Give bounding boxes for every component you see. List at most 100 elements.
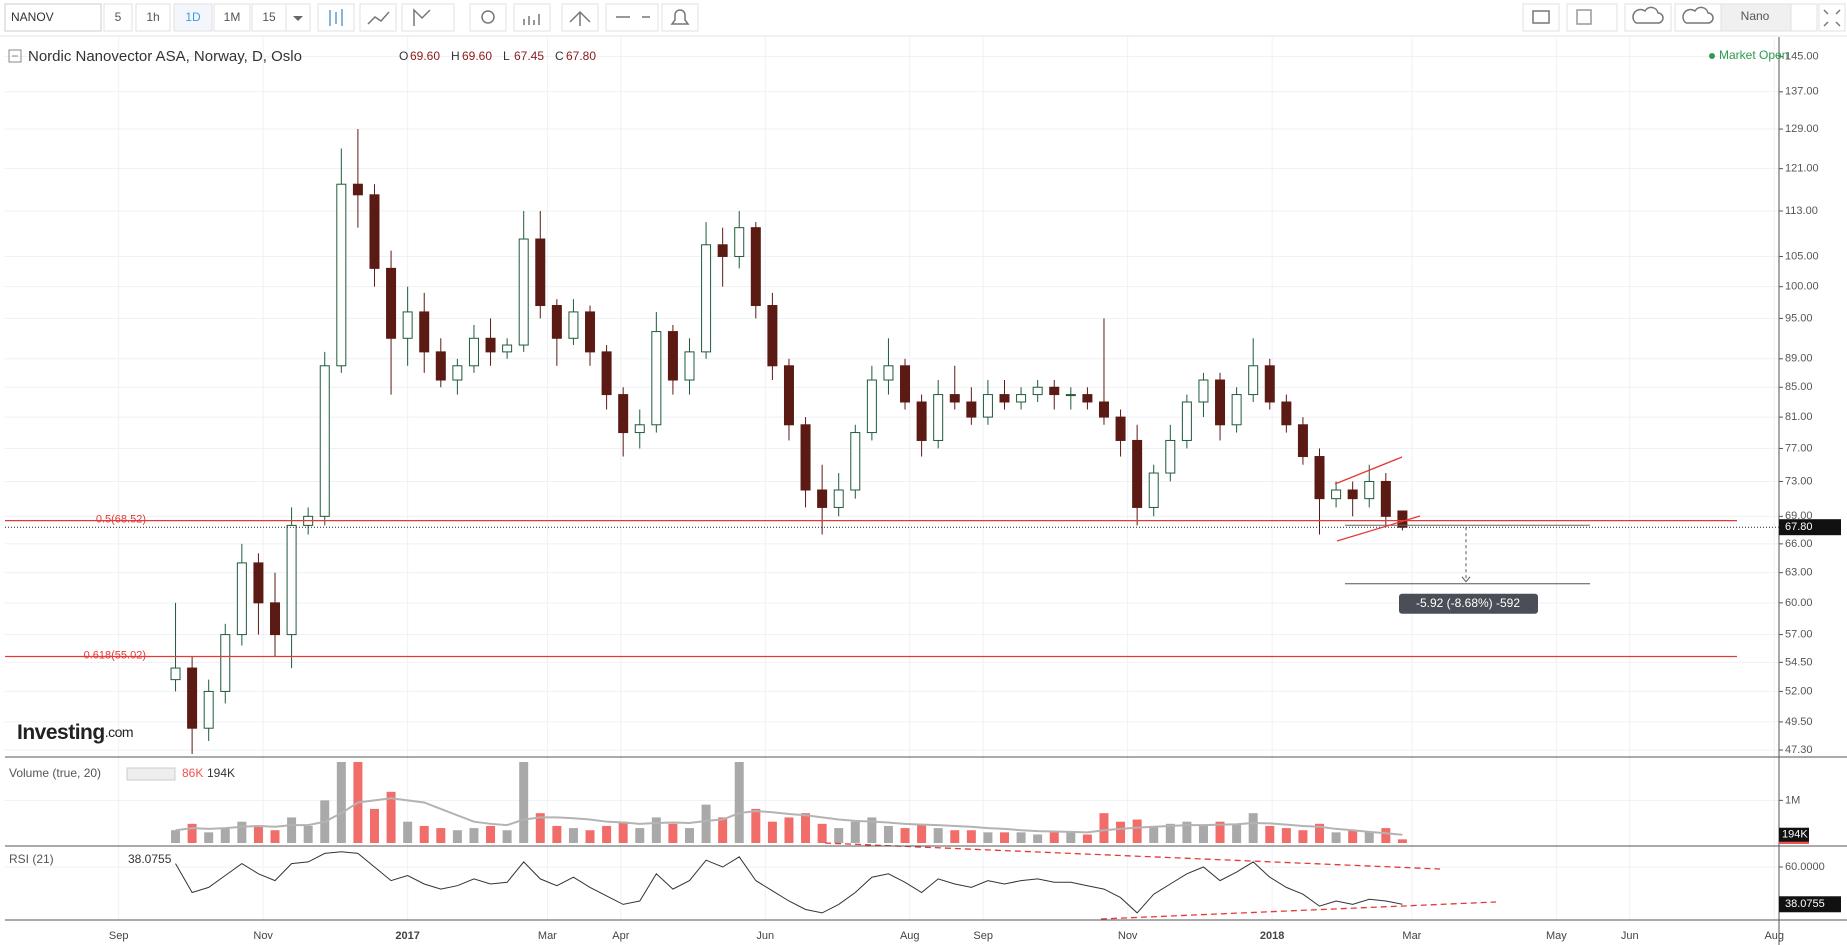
cloud-icon — [1682, 6, 1714, 24]
volume-bar — [1033, 834, 1043, 843]
x-tick-label: Aug — [900, 930, 920, 942]
y-tick-label: 60.00 — [1785, 597, 1813, 609]
account-dropdown[interactable] — [1790, 3, 1818, 32]
y-tick-label: 73.00 — [1785, 475, 1813, 487]
volume-bar — [1132, 819, 1142, 843]
grid — [5, 37, 1779, 920]
candle-body — [1181, 401, 1192, 441]
y-tick-label: 57.00 — [1785, 629, 1813, 641]
drawings — [824, 456, 1497, 920]
color-button[interactable] — [1566, 3, 1618, 32]
candle-body — [402, 311, 413, 339]
candle-body — [1380, 480, 1391, 517]
interval-button[interactable] — [173, 3, 213, 32]
chart-title: Nordic Nanovector ASA, Norway, D, Oslo — [28, 48, 302, 65]
y-tick-label: 49.50 — [1785, 716, 1813, 728]
candle-body — [1248, 365, 1259, 396]
candle-body — [850, 432, 861, 491]
undo-redo-button[interactable] — [605, 3, 659, 32]
x-tick-label: Sep — [973, 930, 993, 942]
rsi-legend: RSI (21) — [9, 852, 54, 866]
volume-bar — [568, 828, 578, 843]
interval-button[interactable] — [135, 3, 171, 32]
volume-bar — [767, 821, 777, 843]
volume-bar — [436, 828, 446, 843]
tool-buttons — [317, 3, 1846, 32]
volume-bar — [336, 762, 346, 843]
account-button[interactable] — [1720, 3, 1792, 32]
volume-bar — [287, 817, 297, 843]
y-tick-label: 89.00 — [1785, 353, 1813, 365]
volume-bar — [171, 830, 181, 843]
interval-dropdown[interactable] — [285, 3, 311, 32]
volume-bar — [1397, 839, 1407, 843]
symbol-input[interactable] — [4, 3, 102, 32]
candle-body — [1098, 401, 1109, 418]
collapse-button[interactable] — [8, 49, 22, 63]
candle-body — [1049, 386, 1060, 396]
line-button[interactable] — [359, 3, 397, 32]
candle-body — [667, 331, 678, 381]
y-tick-label: 54.50 — [1785, 656, 1813, 668]
volume-bar — [1016, 832, 1026, 843]
y-tick-label: 137.00 — [1785, 86, 1819, 98]
candle-body — [717, 244, 728, 257]
volume-bar — [701, 804, 711, 843]
volume-bar — [386, 791, 396, 843]
ohlc-name: O — [399, 49, 408, 63]
volume-bar — [187, 823, 197, 843]
candle-body — [485, 337, 496, 353]
volume-bar — [369, 808, 379, 843]
account-name: Nano — [1741, 9, 1770, 23]
interval: 1D — [185, 10, 201, 24]
volume-bar — [635, 828, 645, 843]
settings-icon — [481, 10, 495, 24]
volume-bar — [718, 817, 728, 843]
tool-icons — [329, 6, 1841, 27]
candle-body — [270, 602, 281, 636]
logo-suffix: .com — [105, 724, 133, 740]
volume-bar — [1331, 832, 1341, 843]
interval-button[interactable] — [251, 3, 287, 32]
candle-body — [1347, 489, 1358, 500]
y-tick-label: 1M — [1785, 794, 1800, 806]
indicators-button[interactable] — [513, 3, 551, 32]
candle-body — [1016, 394, 1027, 403]
x-tick-label: Nov — [253, 930, 273, 942]
candle-body — [352, 183, 363, 196]
ohlc-value: 67.80 — [566, 49, 596, 63]
x-tick-label: Mar — [538, 930, 557, 942]
fib-label: 0.5(68.52) — [96, 514, 146, 526]
rsi-trendline — [824, 842, 1441, 870]
volume-bar — [651, 817, 661, 843]
volume-bar — [419, 825, 429, 843]
candle-body — [684, 351, 695, 381]
interval-button[interactable] — [213, 3, 251, 32]
volume-bar — [253, 825, 263, 843]
ohlc-name: H — [451, 49, 460, 63]
x-tick-label: Apr — [612, 930, 629, 942]
candle-body — [900, 365, 911, 403]
interval: 1h — [146, 10, 159, 24]
volume-bar — [204, 832, 214, 843]
measure-box — [1399, 593, 1538, 614]
volume-bar — [1082, 834, 1092, 843]
symbol: NANOV — [11, 10, 54, 24]
fib-label: 0.618(55.02) — [84, 649, 146, 661]
candle-body — [999, 394, 1010, 403]
volume-bar — [1116, 821, 1126, 843]
camera-icon — [1532, 10, 1550, 24]
volume-bar — [1248, 813, 1258, 843]
snapshot-button[interactable] — [1522, 3, 1560, 32]
volume-bar — [1149, 825, 1159, 843]
alert-button[interactable] — [661, 3, 699, 32]
volume-bar — [1281, 828, 1291, 843]
fullscreen-button[interactable] — [1818, 3, 1846, 32]
line-icon — [367, 11, 390, 25]
drawing-button[interactable] — [401, 3, 455, 32]
volume-bar — [403, 821, 413, 843]
interval-button[interactable] — [103, 3, 133, 32]
volume-bar — [950, 830, 960, 843]
settings-button[interactable] — [469, 3, 507, 32]
